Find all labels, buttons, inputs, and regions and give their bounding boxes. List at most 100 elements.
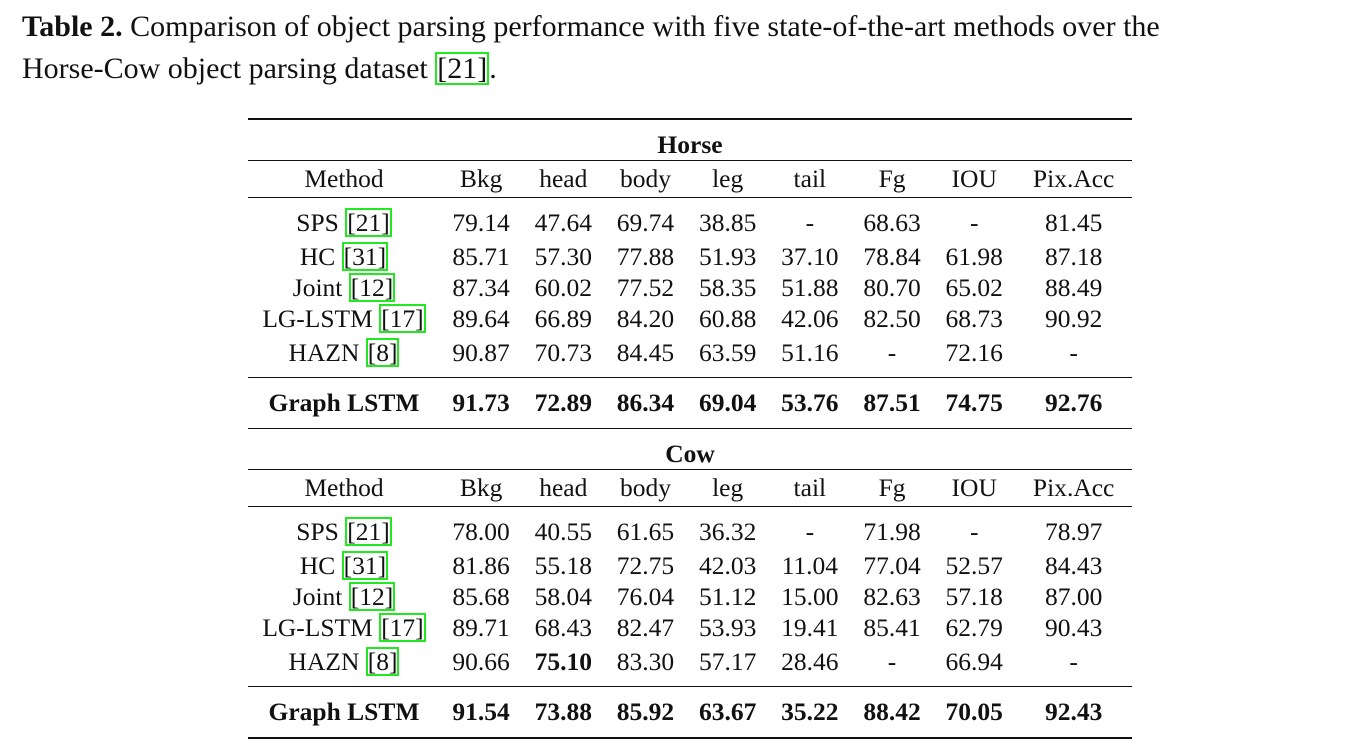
- citation-link[interactable]: [21]: [345, 207, 392, 237]
- value-cell: 82.50: [863, 303, 921, 333]
- results-table-body: Horse Method Bkg head body leg tail Fg IOU Pix.Ac…: [248, 118, 1132, 739]
- value-cell: 81.86: [452, 550, 510, 580]
- value-cell: 57.17: [698, 646, 757, 676]
- value-cell: 88.49: [1044, 272, 1103, 302]
- value-cell: 57.18: [945, 581, 1003, 611]
- citation-link[interactable]: [31]: [341, 241, 389, 271]
- method-cell: LG-LSTM [17]: [248, 612, 440, 643]
- value-cell: 88.42: [850, 686, 934, 739]
- value-cell: 90.43: [1044, 612, 1103, 642]
- method-cell: HC [31]: [248, 550, 440, 581]
- table-row: LG-LSTM [17] 89.71 68.43 82.47 53.93 19.41 85.…: [248, 612, 1132, 643]
- caption-text: Comparison of object parsing performance…: [122, 10, 1160, 43]
- column-header: Fg: [850, 469, 934, 507]
- citation-link[interactable]: [17]: [379, 612, 426, 642]
- value-cell: 91.54: [440, 686, 523, 739]
- column-header: head: [522, 160, 605, 198]
- best-method-row: Graph LSTM 91.73 72.89 86.34 69.04 53.76 87.51…: [248, 377, 1132, 429]
- table-row: HC [31] 81.86 55.18 72.75 42.03 11.04 77.04 52.…: [248, 550, 1132, 581]
- value-cell: -: [1069, 646, 1078, 676]
- method-name: HAZN: [288, 646, 366, 676]
- column-header: Bkg: [440, 469, 523, 507]
- table-row: HAZN [8] 90.66 75.10 83.30 57.17 28.46 - 66.94 -: [248, 643, 1132, 687]
- value-cell: 37.10: [781, 241, 839, 271]
- value-cell: 58.04: [534, 581, 592, 611]
- method-name: Joint: [292, 581, 349, 611]
- method-name: Graph LSTM: [248, 686, 440, 739]
- value-cell: 68.73: [945, 303, 1003, 333]
- value-cell: 51.93: [698, 241, 757, 271]
- column-header: body: [604, 469, 687, 507]
- citation-link[interactable]: [8]: [365, 337, 400, 367]
- column-header: IOU: [933, 160, 1016, 198]
- value-cell: 63.67: [686, 686, 769, 739]
- value-cell: 69.74: [604, 197, 687, 241]
- citation-link[interactable]: [31]: [341, 550, 389, 580]
- value-cell: 47.64: [522, 197, 605, 241]
- column-header: Method: [248, 160, 440, 198]
- caption-end: .: [489, 52, 497, 85]
- value-cell: 51.16: [781, 337, 839, 367]
- column-header: leg: [686, 160, 769, 198]
- column-header: head: [522, 469, 605, 507]
- value-cell: -: [768, 506, 851, 550]
- value-cell: 76.04: [616, 581, 675, 611]
- value-cell: 91.73: [440, 377, 523, 429]
- value-cell: 58.35: [698, 272, 757, 302]
- value-cell: 85.92: [604, 686, 687, 739]
- value-cell: 42.06: [781, 303, 839, 333]
- method-name: LG-LSTM: [262, 303, 380, 333]
- table-row: SPS [21] 78.00 40.55 61.65 36.32-71.98-78.97: [248, 506, 1132, 550]
- column-header: Method: [248, 469, 440, 507]
- value-cell: 81.45: [1015, 197, 1132, 241]
- value-cell: 85.71: [452, 241, 510, 271]
- value-cell: 35.22: [768, 686, 851, 739]
- method-cell: LG-LSTM [17]: [248, 303, 440, 334]
- value-cell: 71.98: [850, 506, 934, 550]
- value-cell: 84.20: [616, 303, 675, 333]
- value-cell: 61.65: [604, 506, 687, 550]
- best-method-row: Graph LSTM 91.54 73.88 85.92 63.67 35.22 88.42…: [248, 686, 1132, 739]
- column-header: Pix.Acc: [1015, 160, 1132, 198]
- method-name: Joint: [292, 272, 349, 302]
- citation-link[interactable]: [12]: [348, 272, 396, 302]
- method-name: LG-LSTM: [262, 612, 380, 642]
- value-cell: 90.92: [1044, 303, 1103, 333]
- citation-link[interactable]: [12]: [348, 581, 396, 611]
- method-cell: SPS [21]: [248, 197, 440, 241]
- value-cell: 78.84: [863, 241, 921, 271]
- value-cell: 65.02: [945, 272, 1003, 302]
- citation-link[interactable]: [8]: [365, 646, 400, 676]
- method-cell: HC [31]: [248, 241, 440, 272]
- value-cell: 87.34: [452, 272, 510, 302]
- results-table: Horse Method Bkg head body leg tail Fg IOU Pix.Ac…: [248, 118, 1132, 739]
- value-cell: 38.85: [686, 197, 769, 241]
- citation-link[interactable]: [21]: [345, 516, 392, 546]
- method-cell: Joint [12]: [248, 581, 440, 612]
- value-cell: 51.88: [781, 272, 839, 302]
- citation-link[interactable]: [21]: [435, 52, 490, 85]
- table-row: HAZN [8] 90.87 70.73 84.45 63.59 51.16 - 72.16 -: [248, 334, 1132, 378]
- table-caption: Table 2. Comparison of object parsing pe…: [22, 6, 1367, 90]
- value-cell: 68.43: [534, 612, 592, 642]
- column-header: Pix.Acc: [1015, 469, 1132, 507]
- method-cell: HAZN [8]: [248, 334, 440, 378]
- caption-label: Table 2.: [22, 10, 123, 43]
- citation-link[interactable]: [17]: [379, 303, 426, 333]
- value-cell: 86.34: [604, 377, 687, 429]
- caption-text-2: Horse-Cow object parsing dataset: [22, 52, 436, 85]
- value-cell: 60.02: [534, 272, 592, 302]
- value-cell: 92.76: [1015, 377, 1132, 429]
- value-cell: 78.00: [440, 506, 523, 550]
- table-row: HC [31] 85.71 57.30 77.88 51.93 37.10 78.84 61.…: [248, 241, 1132, 272]
- value-cell: 57.30: [534, 241, 592, 271]
- method-cell: Joint [12]: [248, 272, 440, 303]
- value-cell: 82.47: [616, 612, 675, 642]
- value-cell: 72.16: [945, 337, 1003, 367]
- value-cell: 53.93: [698, 612, 757, 642]
- method-name: HC: [299, 550, 342, 580]
- value-cell: 70.05: [933, 686, 1016, 739]
- value-cell: 72.89: [522, 377, 605, 429]
- value-cell: 80.70: [863, 272, 921, 302]
- value-cell: 77.88: [616, 241, 675, 271]
